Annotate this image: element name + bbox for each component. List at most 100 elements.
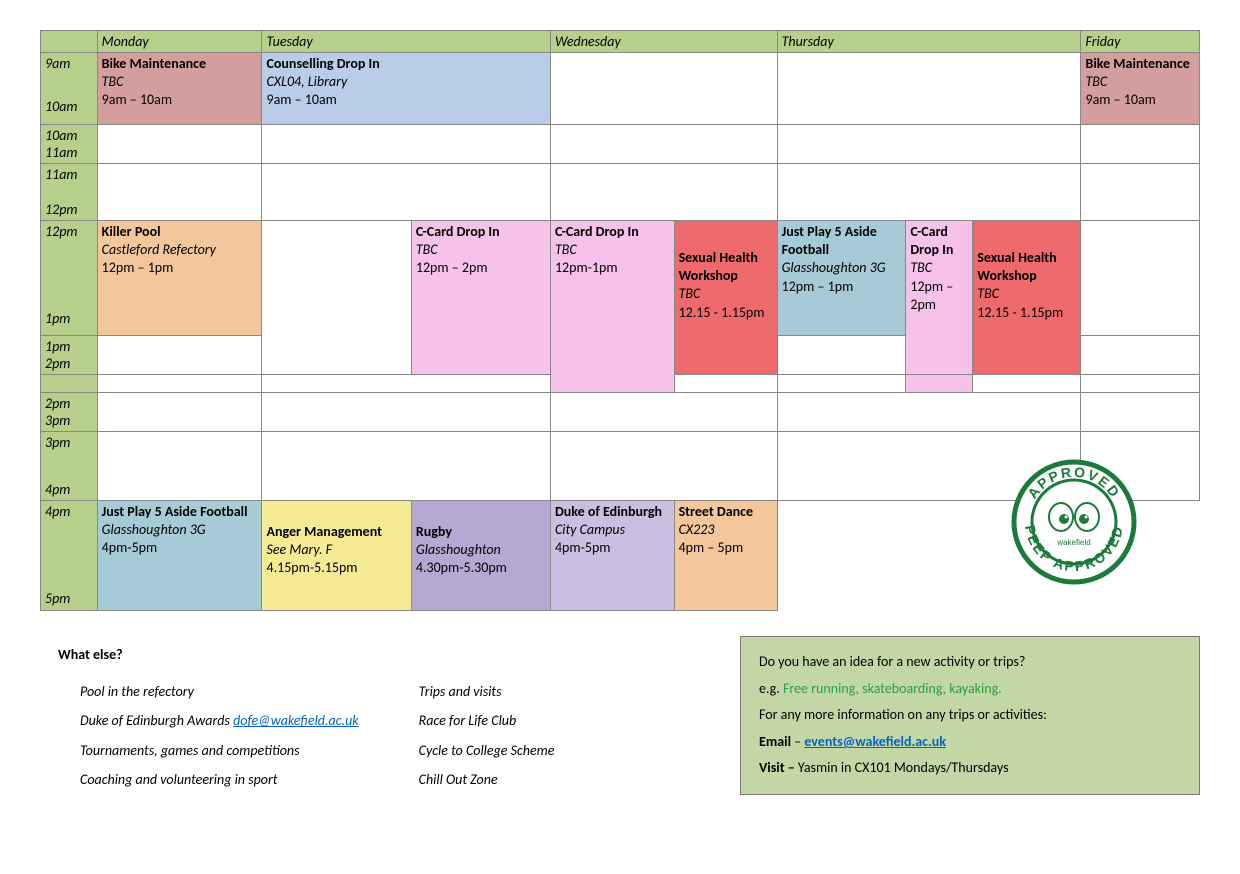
event-title: Counselling Drop In — [266, 55, 545, 73]
event-title: Anger Management — [266, 523, 406, 541]
day-thu: Thursday — [777, 31, 1081, 53]
event-ccard-tue: C-Card Drop In TBC 12pm – 2pm — [411, 221, 550, 375]
event-ccard-wed: C-Card Drop In TBC 12pm-1pm — [550, 221, 674, 375]
event-loc: TBC — [416, 241, 546, 259]
event-killer-pool: Killer Pool Castleford Refectory 12pm – … — [97, 221, 262, 336]
event-time: 4.15pm-5.15pm — [266, 559, 406, 577]
event-time: 9am – 10am — [266, 91, 545, 109]
day-fri: Friday — [1081, 31, 1200, 53]
empty-cell — [550, 125, 777, 164]
empty-cell — [97, 432, 262, 501]
empty-cell — [97, 375, 262, 393]
what-else-title: What else? — [58, 646, 710, 663]
event-loc: CXL04, Library — [266, 73, 545, 91]
time-label: 11am — [45, 166, 93, 183]
event-title: Just Play 5 Aside Football — [782, 223, 902, 259]
empty-cell — [777, 336, 906, 375]
event-title: Street Dance — [679, 503, 773, 521]
list-item: Coaching and volunteering in sport — [80, 765, 359, 794]
list-item: Cycle to College Scheme — [419, 736, 555, 765]
event-title: Rugby — [416, 523, 546, 541]
empty-cell — [1081, 221, 1200, 336]
time-label: 5pm — [45, 590, 93, 607]
event-anger: Anger Management See Mary. F 4.15pm-5.15… — [262, 501, 411, 611]
day-wed: Wednesday — [550, 31, 777, 53]
box-line: Do you have an idea for a new activity o… — [759, 649, 1181, 676]
box-label: Email — [759, 733, 791, 750]
empty-cell — [777, 53, 1081, 125]
empty-cell — [1081, 164, 1200, 221]
what-else-col-1: Pool in the refectory Duke of Edinburgh … — [40, 677, 359, 795]
empty-cell — [906, 375, 973, 393]
event-jp-thu: Just Play 5 Aside Football Glasshoughton… — [777, 221, 906, 336]
empty-cell — [262, 432, 550, 501]
event-time: 12pm – 1pm — [782, 278, 902, 296]
empty-cell — [97, 336, 262, 375]
empty-cell — [97, 125, 262, 164]
event-time: 12pm-1pm — [555, 259, 670, 277]
list-item: Chill Out Zone — [419, 765, 555, 794]
events-email-link[interactable]: events@wakefield.ac.uk — [804, 733, 946, 750]
time-2-3: 2pm 3pm — [41, 393, 98, 432]
list-item: Duke of Edinburgh Awards dofe@wakefield.… — [80, 706, 359, 735]
event-rugby: Rugby Glasshoughton 4.30pm-5.30pm — [411, 501, 550, 611]
event-loc: CX223 — [679, 521, 773, 539]
empty-cell — [550, 164, 777, 221]
event-bike-fri: Bike Maintenance TBC 9am – 10am — [1081, 53, 1200, 125]
empty-cell — [97, 393, 262, 432]
box-line: Email – events@wakefield.ac.uk — [759, 729, 1181, 756]
time-12-1: 12pm 1pm — [41, 221, 98, 336]
event-time: 4pm – 5pm — [679, 539, 773, 557]
time-label: 4pm — [45, 503, 93, 520]
empty-cell — [674, 375, 777, 393]
event-title: Sexual Health Workshop — [977, 249, 1076, 285]
event-title: Just Play 5 Aside Football — [102, 503, 258, 521]
what-else-col-2: Trips and visits Race for Life Club Cycl… — [419, 677, 555, 795]
time-label: 4pm — [45, 481, 93, 498]
event-title: Bike Maintenance — [1085, 55, 1195, 73]
event-bike-mon: Bike Maintenance TBC 9am – 10am — [97, 53, 262, 125]
event-time: 12pm – 1pm — [102, 259, 258, 277]
time-11-12: 11am 12pm — [41, 164, 98, 221]
box-text: e.g. — [759, 680, 783, 697]
empty-cell — [550, 53, 777, 125]
box-example: Free running, skateboarding, kayaking. — [783, 680, 1002, 697]
event-time: 9am – 10am — [1085, 91, 1195, 109]
event-shw-wed: Sexual Health Workshop TBC 12.15 - 1.15p… — [674, 221, 777, 375]
event-title: Killer Pool — [102, 223, 258, 241]
event-loc: TBC — [1085, 73, 1195, 91]
list-item: Pool in the refectory — [80, 677, 359, 706]
event-loc: TBC — [910, 259, 932, 276]
corner-cell — [41, 31, 98, 53]
list-item: Race for Life Club — [419, 706, 555, 735]
time-1-2: 1pm 2pm — [41, 336, 98, 375]
event-loc: TBC — [102, 73, 258, 91]
day-tue: Tuesday — [262, 31, 550, 53]
time-label: 10am — [45, 127, 93, 144]
event-loc: Glasshoughton 3G — [102, 521, 258, 539]
approved-stamp-icon: APPROVED PEEP APPROVED wakefield — [1009, 457, 1139, 587]
list-item: Trips and visits — [419, 677, 555, 706]
list-item: Tournaments, games and competitions — [80, 736, 359, 765]
event-street: Street Dance CX223 4pm – 5pm — [674, 501, 777, 611]
empty-cell — [97, 164, 262, 221]
time-label: 10am — [45, 98, 93, 115]
empty-cell — [777, 164, 1081, 221]
event-title: C-Card Drop In — [910, 223, 968, 259]
empty-cell — [262, 221, 411, 375]
event-loc: TBC — [679, 285, 773, 303]
event-counselling: Counselling Drop In CXL04, Library 9am –… — [262, 53, 550, 125]
time-label: 9am — [45, 55, 93, 72]
time-9-10: 9am 10am — [41, 53, 98, 125]
event-time: 12.15 - 1.15pm — [977, 304, 1076, 322]
empty-cell — [262, 164, 550, 221]
empty-cell — [1081, 375, 1200, 393]
event-title: C-Card Drop In — [416, 223, 546, 241]
event-time: 12pm – 2pm — [910, 278, 968, 314]
what-else-section: What else? Pool in the refectory Duke of… — [40, 636, 710, 795]
empty-cell — [550, 432, 777, 501]
event-time: 4pm-5pm — [555, 539, 670, 557]
event-loc: See Mary. F — [266, 541, 406, 559]
dofe-email-link[interactable]: dofe@wakefield.ac.uk — [233, 712, 359, 729]
empty-cell — [262, 125, 550, 164]
